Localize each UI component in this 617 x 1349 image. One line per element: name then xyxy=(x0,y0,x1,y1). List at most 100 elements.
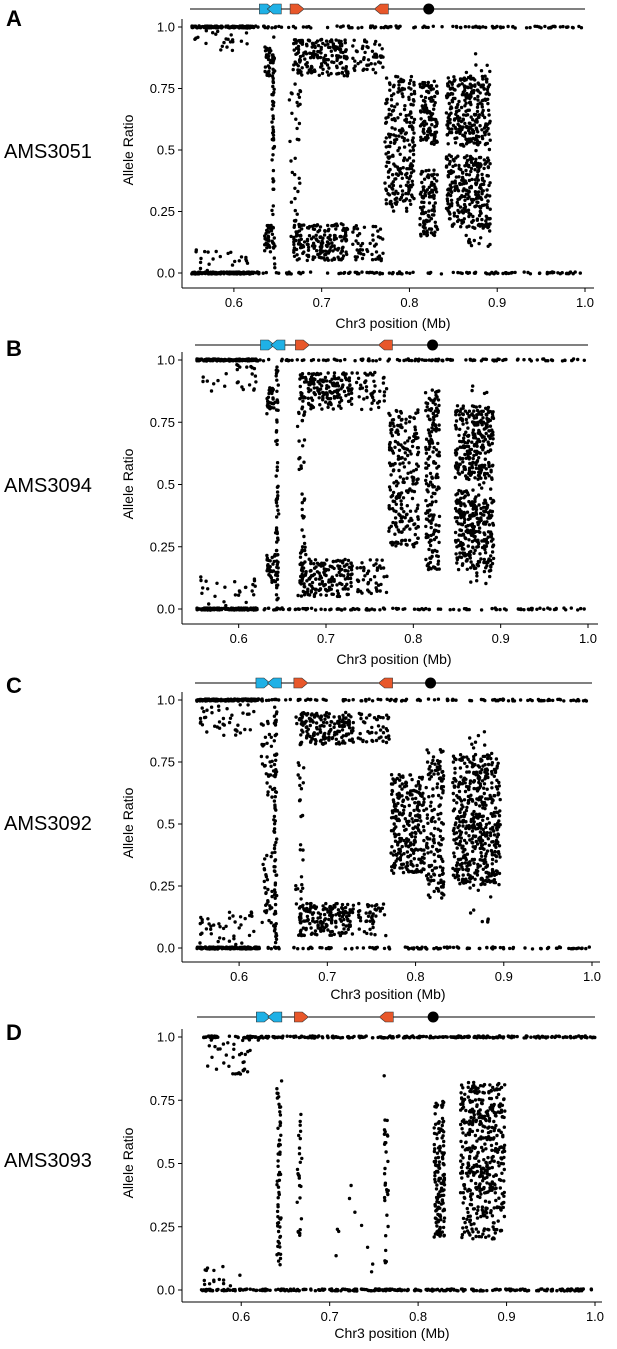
data-point xyxy=(452,214,457,218)
data-point xyxy=(377,60,381,64)
data-point xyxy=(271,80,276,85)
data-point xyxy=(491,556,496,561)
data-point xyxy=(231,608,235,612)
data-point xyxy=(343,568,347,573)
data-point xyxy=(473,270,478,274)
data-point xyxy=(433,491,437,496)
data-point xyxy=(392,162,396,166)
data-point xyxy=(407,187,411,191)
data-point xyxy=(449,198,454,202)
y-tick-label: 0.25 xyxy=(150,539,175,554)
data-point xyxy=(233,593,238,597)
data-point xyxy=(233,920,237,924)
data-point xyxy=(216,378,220,383)
data-point xyxy=(510,270,514,275)
data-point xyxy=(298,234,302,238)
data-point xyxy=(293,196,297,201)
data-point xyxy=(360,407,364,412)
data-point xyxy=(271,241,275,245)
data-point xyxy=(408,78,413,83)
data-point xyxy=(320,71,325,76)
data-point xyxy=(485,160,489,164)
data-point xyxy=(237,589,242,593)
data-point xyxy=(271,397,275,401)
data-point xyxy=(381,65,385,69)
data-point xyxy=(220,44,224,48)
data-point xyxy=(312,566,317,570)
data-point xyxy=(463,155,467,160)
data-point xyxy=(421,170,425,174)
data-point xyxy=(469,139,473,143)
data-point xyxy=(408,120,412,125)
data-point xyxy=(437,428,441,432)
data-point xyxy=(411,476,416,480)
data-point xyxy=(345,562,349,566)
data-point xyxy=(198,716,203,721)
data-point xyxy=(312,227,317,231)
data-point xyxy=(467,178,472,183)
data-point xyxy=(436,398,441,402)
data-point xyxy=(471,197,475,202)
data-point xyxy=(439,272,444,276)
data-point xyxy=(479,557,483,561)
data-point xyxy=(463,25,468,29)
data-point xyxy=(433,94,437,99)
data-point xyxy=(463,194,467,199)
data-point xyxy=(200,918,204,922)
data-point xyxy=(404,197,409,201)
data-point xyxy=(253,606,258,610)
data-point xyxy=(324,400,328,404)
data-point xyxy=(415,506,420,511)
data-point xyxy=(459,105,464,110)
data-point xyxy=(230,271,235,276)
data-point xyxy=(484,219,488,223)
data-point xyxy=(294,218,298,223)
data-point xyxy=(481,513,485,517)
data-point xyxy=(236,723,240,727)
data-point xyxy=(457,509,461,513)
data-point xyxy=(241,387,245,392)
data-point xyxy=(387,485,392,489)
data-point xyxy=(299,594,304,598)
data-point xyxy=(319,607,323,611)
data-point xyxy=(238,946,242,951)
data-point xyxy=(400,88,404,92)
data-point xyxy=(310,244,315,248)
data-point xyxy=(459,225,463,229)
data-point xyxy=(484,122,488,126)
data-point xyxy=(469,243,474,248)
data-point xyxy=(318,587,322,592)
data-point xyxy=(230,48,235,53)
data-point xyxy=(501,25,505,29)
y-tick-label: 1.0 xyxy=(157,693,175,708)
data-point xyxy=(352,38,356,42)
data-point xyxy=(481,416,485,420)
data-point xyxy=(394,196,399,200)
data-point xyxy=(475,459,480,463)
data-point xyxy=(478,91,482,95)
data-point xyxy=(225,707,229,711)
data-point xyxy=(409,202,413,206)
data-point xyxy=(449,154,453,159)
data-point xyxy=(400,189,405,193)
data-point xyxy=(279,25,284,29)
data-point xyxy=(378,589,382,593)
data-point xyxy=(292,240,296,244)
data-point xyxy=(235,698,240,702)
data-point xyxy=(241,357,245,362)
data-point xyxy=(271,204,275,208)
data-point xyxy=(464,233,468,238)
data-point xyxy=(446,116,450,120)
data-point xyxy=(548,607,552,611)
data-point xyxy=(374,562,378,566)
data-point xyxy=(488,229,492,233)
data-point xyxy=(433,548,437,553)
data-point xyxy=(414,431,419,436)
y-axis-label: Allele Ratio xyxy=(120,787,136,858)
data-point xyxy=(425,111,429,115)
data-point xyxy=(206,272,211,276)
data-point xyxy=(468,357,472,361)
data-point xyxy=(327,242,331,246)
data-point xyxy=(298,71,302,75)
data-point xyxy=(275,365,279,369)
